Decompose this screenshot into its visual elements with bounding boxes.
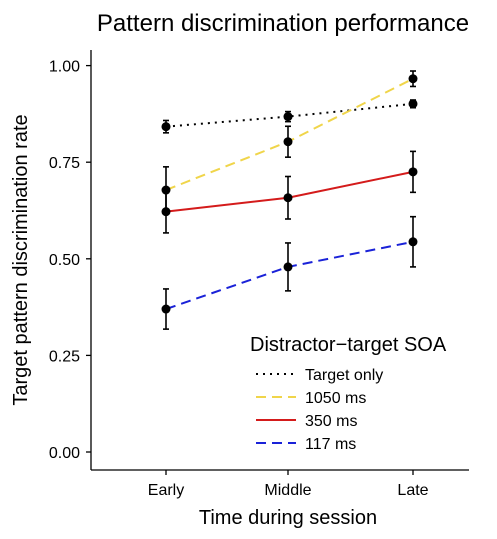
- series-1050-ms: [161, 70, 418, 215]
- series-target-only: [161, 99, 418, 134]
- y-tick-label: 1.00: [49, 59, 80, 76]
- data-point: [283, 112, 293, 122]
- series-350-ms: [161, 150, 418, 234]
- data-point: [408, 237, 418, 247]
- legend-label: 350 ms: [305, 413, 357, 430]
- series-line: [165, 77, 414, 191]
- data-point: [161, 207, 171, 217]
- y-tick-label: 0.25: [49, 348, 80, 365]
- legend-label: 117 ms: [305, 436, 356, 453]
- x-ticks: Early Middle Late: [148, 470, 429, 499]
- y-axis-title: Target pattern discrimination rate: [10, 114, 32, 405]
- x-tick-label-middle: Middle: [264, 482, 311, 499]
- legend-label: 1050 ms: [305, 390, 366, 407]
- data-point: [161, 304, 171, 314]
- data-point: [283, 137, 293, 147]
- data-point: [408, 167, 418, 177]
- series-line: [165, 170, 414, 213]
- x-tick-label-late: Late: [397, 482, 428, 499]
- legend-item-target-only: Target only: [256, 367, 383, 384]
- series-layer: [161, 70, 418, 330]
- x-axis-title: Time during session: [199, 507, 377, 529]
- data-point: [408, 99, 418, 109]
- plot-area: 0.00 0.25 0.50 0.75 1.00 Early Middle Late: [49, 50, 469, 499]
- chart-title: Pattern discrimination performance: [97, 10, 469, 37]
- data-point: [283, 262, 293, 272]
- legend-item-1050-ms: 1050 ms: [256, 390, 366, 407]
- y-tick-label: 0.75: [49, 155, 80, 172]
- legend: Distractor−target SOA Target only 1050 ms…: [250, 334, 447, 453]
- data-point: [283, 193, 293, 203]
- y-tick-label: 0.00: [49, 445, 80, 462]
- legend-item-350-ms: 350 ms: [256, 413, 357, 430]
- series-117-ms: [161, 215, 418, 330]
- legend-label: Target only: [305, 367, 383, 384]
- y-tick-label: 0.50: [49, 252, 80, 269]
- legend-item-117-ms: 117 ms: [256, 436, 356, 453]
- y-ticks: 0.00 0.25 0.50 0.75 1.00: [49, 59, 91, 462]
- legend-title: Distractor−target SOA: [250, 334, 447, 356]
- data-point: [408, 74, 418, 84]
- legend-items: Target only 1050 ms 350 ms 117 ms: [256, 367, 383, 453]
- series-line: [165, 240, 414, 310]
- data-point: [161, 122, 171, 132]
- x-tick-label-early: Early: [148, 482, 184, 499]
